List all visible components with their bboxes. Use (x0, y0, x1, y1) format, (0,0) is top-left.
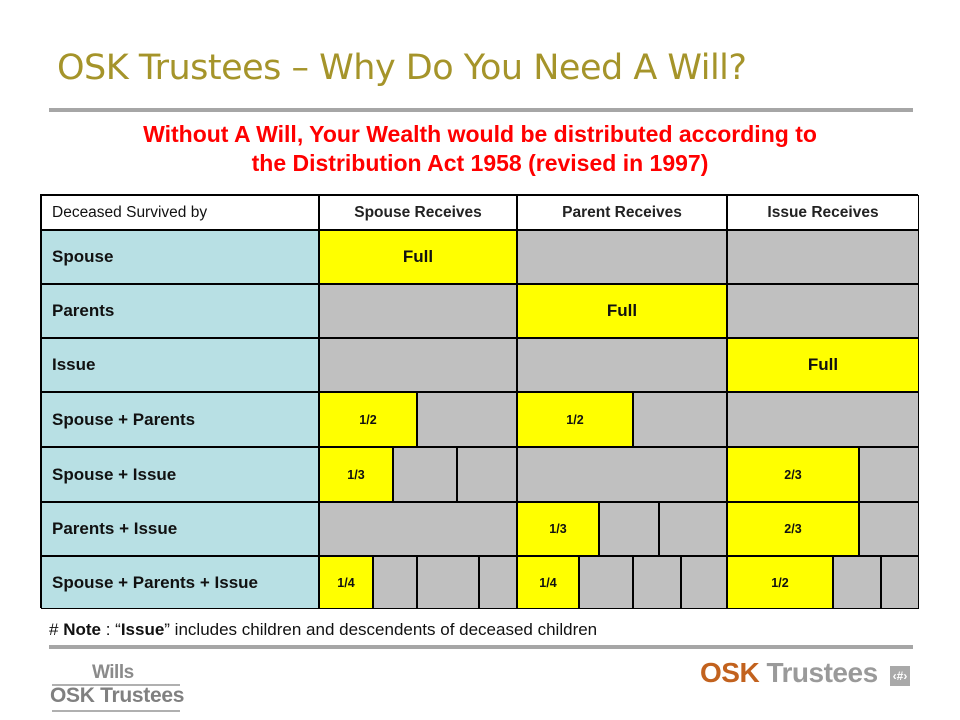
cell-all-issue-share: 1/2 (727, 556, 833, 609)
header-deceased-survived-by: Deceased Survived by (41, 195, 319, 230)
cell-parents-parent-share: Full (517, 284, 727, 338)
footer-divider (49, 645, 913, 649)
note-issue-word: Issue (120, 620, 165, 639)
row-label-spouse-parents: Spouse + Parents (41, 392, 319, 447)
note-text-1: : “ (100, 620, 121, 639)
cell-parents-issue-issue-share: 2/3 (727, 502, 859, 556)
cell-empty (373, 556, 417, 609)
cell-empty (727, 392, 919, 447)
cell-empty (319, 338, 517, 392)
logo-osk-word: OSK (700, 657, 760, 688)
cell-issue-issue-share: Full (727, 338, 919, 392)
row-label-spouse-parents-issue: Spouse + Parents + Issue (41, 556, 319, 609)
logo-divider (52, 684, 180, 686)
subtitle-line-2: the Distribution Act 1958 (revised in 19… (251, 150, 709, 176)
logo-trustees-word: Trustees (759, 657, 878, 688)
header-parent-receives: Parent Receives (517, 195, 727, 230)
distribution-table: Deceased Survived by Spouse Receives Par… (40, 194, 919, 609)
subtitle-line-1: Without A Will, Your Wealth would be dis… (143, 121, 817, 147)
cell-empty (579, 556, 633, 609)
footnote: # Note : “Issue” includes children and d… (49, 619, 669, 641)
cell-empty (833, 556, 881, 609)
cell-empty (859, 447, 919, 502)
logo-wills-text: Wills (92, 662, 134, 683)
cell-empty (319, 284, 517, 338)
note-label: Note (63, 620, 101, 639)
row-label-parents-issue: Parents + Issue (41, 502, 319, 556)
slide-title: OSK Trustees – Why Do You Need A Will? (57, 48, 747, 88)
logo-divider (52, 710, 180, 712)
cell-empty (319, 502, 517, 556)
header-issue-receives: Issue Receives (727, 195, 919, 230)
logo-osk-trustees-text: OSK Trustees (50, 684, 185, 707)
row-label-spouse: Spouse (41, 230, 319, 284)
row-label-spouse-issue: Spouse + Issue (41, 447, 319, 502)
cell-empty (517, 230, 727, 284)
note-text-2: ” includes children and descendents of d… (164, 620, 598, 639)
cell-empty (599, 502, 659, 556)
osk-trustees-logo: OSK Trustees (700, 657, 878, 689)
cell-empty (479, 556, 517, 609)
cell-all-spouse-share: 1/4 (319, 556, 373, 609)
cell-empty (659, 502, 727, 556)
cell-empty (417, 392, 517, 447)
cell-all-parent-share: 1/4 (517, 556, 579, 609)
cell-empty (633, 556, 681, 609)
cell-empty (393, 447, 457, 502)
cell-empty (881, 556, 919, 609)
row-label-parents: Parents (41, 284, 319, 338)
header-spouse-receives: Spouse Receives (319, 195, 517, 230)
page-number: ‹#› (890, 666, 910, 686)
cell-empty (681, 556, 727, 609)
cell-spouse-parents-spouse-share: 1/2 (319, 392, 417, 447)
cell-empty (727, 284, 919, 338)
cell-spouse-issue-spouse-share: 1/3 (319, 447, 393, 502)
cell-spouse-spouse-share: Full (319, 230, 517, 284)
slide-subtitle: Without A Will, Your Wealth would be dis… (40, 120, 920, 178)
cell-spouse-issue-issue-share: 2/3 (727, 447, 859, 502)
cell-empty (727, 230, 919, 284)
cell-empty (517, 447, 727, 502)
cell-empty (859, 502, 919, 556)
title-divider (49, 108, 913, 112)
cell-empty (417, 556, 479, 609)
cell-empty (457, 447, 517, 502)
cell-empty (633, 392, 727, 447)
cell-spouse-parents-parent-share: 1/2 (517, 392, 633, 447)
wills-osk-logo: Wills OSK Trustees (50, 662, 185, 712)
row-label-issue: Issue (41, 338, 319, 392)
cell-parents-issue-parent-share: 1/3 (517, 502, 599, 556)
note-prefix: # (49, 620, 64, 639)
cell-empty (517, 338, 727, 392)
